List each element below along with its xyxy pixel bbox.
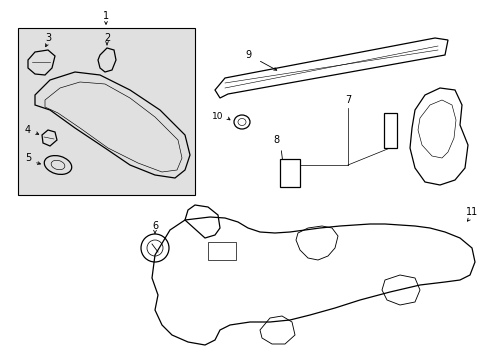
Text: 6: 6 [152, 221, 158, 231]
Text: 4: 4 [25, 125, 31, 135]
Bar [383, 113, 396, 148]
Text: 10: 10 [212, 112, 224, 121]
Bar [18, 28, 195, 195]
Text: 11: 11 [465, 207, 477, 217]
Bar [207, 242, 236, 260]
Text: 8: 8 [272, 135, 279, 145]
Text: 1: 1 [103, 11, 109, 21]
Text: 7: 7 [344, 95, 350, 105]
Text: 9: 9 [244, 50, 250, 60]
Text: 3: 3 [45, 33, 51, 43]
Text: 2: 2 [103, 33, 110, 43]
Text: 5: 5 [25, 153, 31, 163]
Bar [280, 159, 299, 187]
